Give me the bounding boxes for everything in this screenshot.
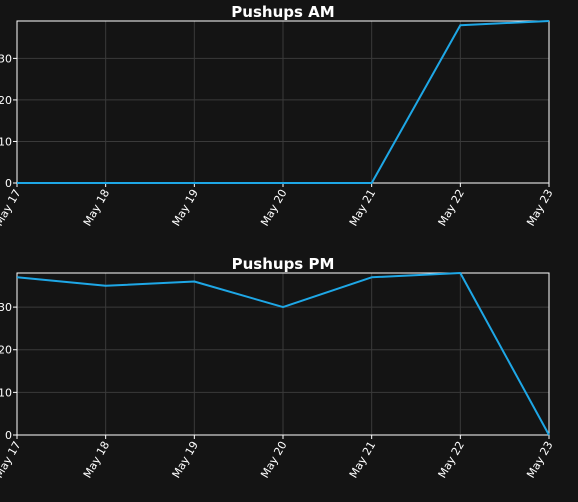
x-tick-label: May 19 — [170, 187, 201, 228]
y-tick-label: 30 — [0, 301, 12, 314]
x-tick-label: May 18 — [81, 439, 112, 480]
x-tick-label: May 23 — [524, 187, 555, 228]
y-tick-label: 30 — [0, 52, 12, 65]
x-tick-label: May 21 — [347, 187, 378, 228]
x-tick-label: May 20 — [258, 439, 289, 480]
x-tick-label: May 23 — [524, 439, 555, 480]
chart-title: Pushups AM — [231, 3, 334, 21]
chart-title: Pushups PM — [232, 255, 335, 273]
x-tick-label: May 17 — [0, 187, 24, 228]
x-tick-label: May 21 — [347, 439, 378, 480]
y-tick-label: 10 — [0, 135, 12, 148]
x-tick-label: May 22 — [436, 187, 467, 228]
y-tick-label: 20 — [0, 344, 12, 357]
x-tick-label: May 22 — [436, 439, 467, 480]
y-tick-label: 10 — [0, 386, 12, 399]
y-tick-label: 20 — [0, 94, 12, 107]
x-tick-label: May 17 — [0, 439, 24, 480]
x-tick-label: May 19 — [170, 439, 201, 480]
x-tick-label: May 20 — [258, 187, 289, 228]
x-tick-label: May 18 — [81, 187, 112, 228]
